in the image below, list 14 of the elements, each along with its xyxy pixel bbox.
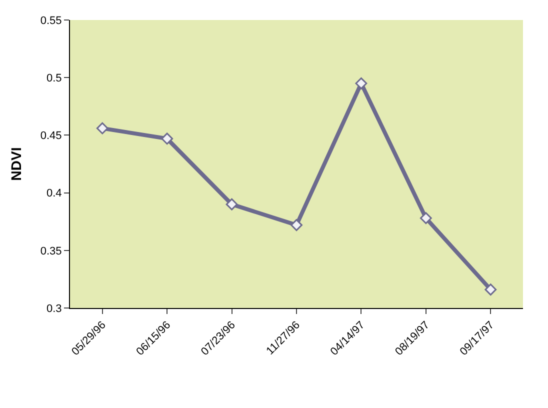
y-tick-label: 0.5 (46, 72, 62, 84)
point (484, 284, 497, 296)
y-axis-title: NDVI (8, 147, 24, 181)
point (420, 212, 432, 224)
point (355, 77, 368, 90)
point (226, 198, 238, 210)
y-tick-label: 0.35 (40, 245, 62, 258)
y-tick-label: 0.45 (40, 130, 62, 142)
y-tick-label: 0.3 (46, 302, 62, 315)
y-tick-label: 0.4 (46, 188, 62, 200)
point (161, 132, 174, 145)
point (290, 219, 302, 232)
point (96, 122, 108, 134)
y-tick-label: 0.55 (40, 14, 62, 27)
